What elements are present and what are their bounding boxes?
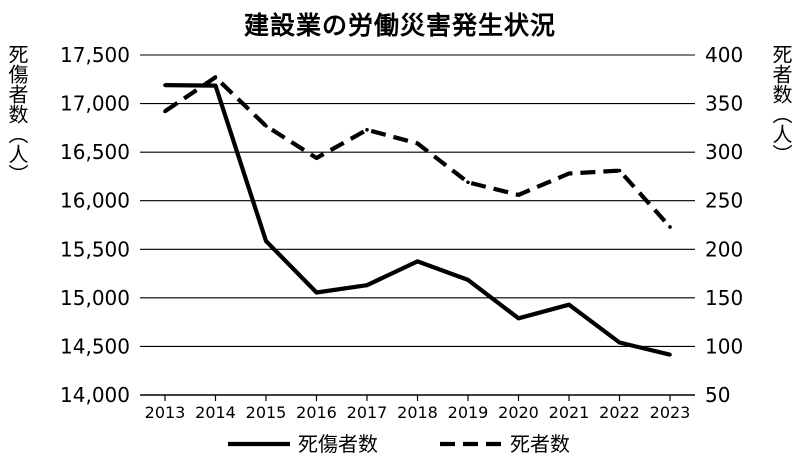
chart-title: 建設業の労働災害発生状況 [243,11,556,40]
x-tick-label: 2013 [145,403,186,422]
casualties-point [567,302,571,307]
x-tick-label: 2017 [347,403,388,422]
fatalities-point [516,193,521,197]
right-tick-label: 150 [705,286,743,310]
fatalities-point [668,225,672,229]
x-tick-label: 2019 [448,403,489,422]
right-tick-label: 250 [705,189,743,213]
fatalities-point [567,171,571,176]
left-tick-label: 14,000 [60,383,130,407]
right-tick-label: 350 [705,92,743,116]
right-tick-label: 100 [705,334,743,358]
x-tick-label: 2022 [599,403,640,422]
x-tick-label: 2021 [549,403,590,422]
casualties-point [264,239,268,243]
casualties-point [163,83,167,87]
casualties-point [617,340,622,345]
fatalities-legend-label: 死者数 [510,432,570,456]
casualties-point [668,352,672,357]
casualties-point [314,290,319,295]
fatalities-point [213,75,218,80]
x-tick-label: 2015 [246,403,287,422]
left-tick-label: 14,500 [60,334,130,358]
left-tick-label: 16,500 [60,140,130,164]
fatalities-point [314,156,319,160]
casualties-point [213,83,218,88]
right-tick-label: 200 [705,237,743,261]
left-tick-label: 17,500 [60,43,130,67]
fatalities-point [264,124,268,128]
fatalities-point [617,168,622,173]
fatalities-point [163,109,167,114]
left-tick-label: 17,000 [60,92,130,116]
casualties-point [466,278,470,282]
fatalities-point [466,180,470,185]
x-tick-label: 2020 [498,403,539,422]
fatalities-point [415,141,420,146]
x-tick-label: 2018 [397,403,438,422]
left-axis-label: 死傷者数（人） [5,44,29,184]
x-tick-label: 2014 [195,403,236,422]
casualties-legend-label: 死傷者数 [298,432,378,456]
x-tick-label: 2023 [650,403,691,422]
right-tick-label: 50 [705,383,730,407]
casualties-line [164,83,671,357]
left-tick-label: 15,000 [60,286,130,310]
casualties-point [365,283,369,288]
right-tick-label: 400 [705,43,743,67]
fatalities-point [365,128,369,132]
right-axis-label: 死者数（人） [769,44,793,164]
left-tick-label: 16,000 [60,189,130,213]
casualties-point [415,259,420,264]
left-tick-label: 15,500 [60,237,130,261]
casualties-point [516,316,521,321]
right-tick-label: 300 [705,140,743,164]
x-tick-label: 2016 [296,403,337,422]
